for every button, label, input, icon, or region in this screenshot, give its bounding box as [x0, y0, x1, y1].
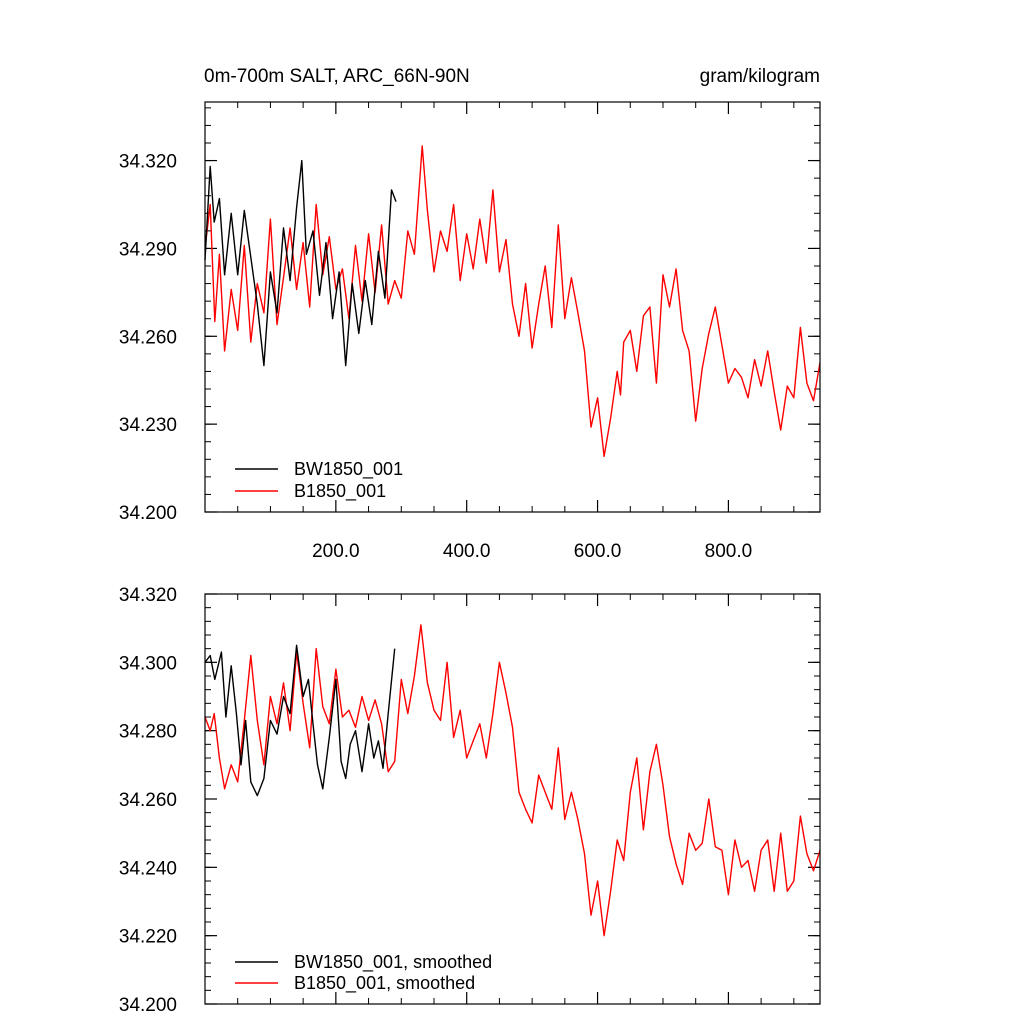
top-xtick-label: 200.0: [312, 541, 360, 562]
bottom-legend-label-bw: BW1850_001, smoothed: [294, 952, 492, 973]
top-ytick-label: 34.290: [119, 239, 177, 260]
top-lines: [204, 145, 821, 458]
top-chart-title: 0m-700m SALT, ARC_66N-90N: [204, 66, 470, 87]
top-ytick-label: 34.320: [119, 152, 177, 173]
top-ytick-label: 34.260: [119, 327, 177, 348]
top-xtick-label: 600.0: [574, 541, 622, 562]
top-ytick-label: 34.200: [119, 503, 177, 524]
bottom-ytick-label: 34.260: [119, 790, 177, 811]
bottom-ytick-label: 34.220: [119, 927, 177, 948]
bottom-ytick-label: 34.200: [119, 995, 177, 1016]
bottom-legend: BW1850_001, smoothed B1850_001, smoothed: [235, 952, 492, 994]
top-xtick-label: 400.0: [443, 541, 491, 562]
bottom-ytick-label: 34.300: [119, 653, 177, 674]
top-chart-units: gram/kilogram: [700, 66, 820, 87]
bottom-ytick-label: 34.280: [119, 722, 177, 743]
bottom-b1850-series-line: [204, 624, 821, 937]
top-bw1850-series-line: [204, 159, 397, 367]
top-legend-label-bw: BW1850_001: [294, 459, 403, 480]
top-legend: BW1850_001 B1850_001: [235, 459, 403, 502]
top-legend-label-b: B1850_001: [294, 481, 386, 502]
top-xtick-label: 800.0: [705, 541, 753, 562]
bottom-bw1850-series-line: [204, 644, 396, 797]
bottom-plot-frame: [204, 593, 821, 1005]
bottom-panel: 34.200 34.220 34.240 34.260 34.280 34.300 34.3…: [119, 585, 821, 1016]
top-plot-frame: [204, 101, 821, 513]
bottom-lines: [204, 624, 821, 937]
bottom-ytick-label: 34.240: [119, 858, 177, 879]
top-ticks: 34.200 34.230 34.260 34.290 34.320 200.0 400.0…: [119, 102, 820, 562]
top-ytick-label: 34.230: [119, 415, 177, 436]
bottom-legend-label-b: B1850_001, smoothed: [294, 973, 475, 994]
bottom-ytick-label: 34.320: [119, 585, 177, 606]
top-panel: 0m-700m SALT, ARC_66N-90N gram/kilogram …: [119, 66, 821, 562]
bottom-ticks: 34.200 34.220 34.240 34.260 34.280 34.300 34.3…: [119, 585, 820, 1016]
top-b1850-series-line: [204, 145, 821, 458]
